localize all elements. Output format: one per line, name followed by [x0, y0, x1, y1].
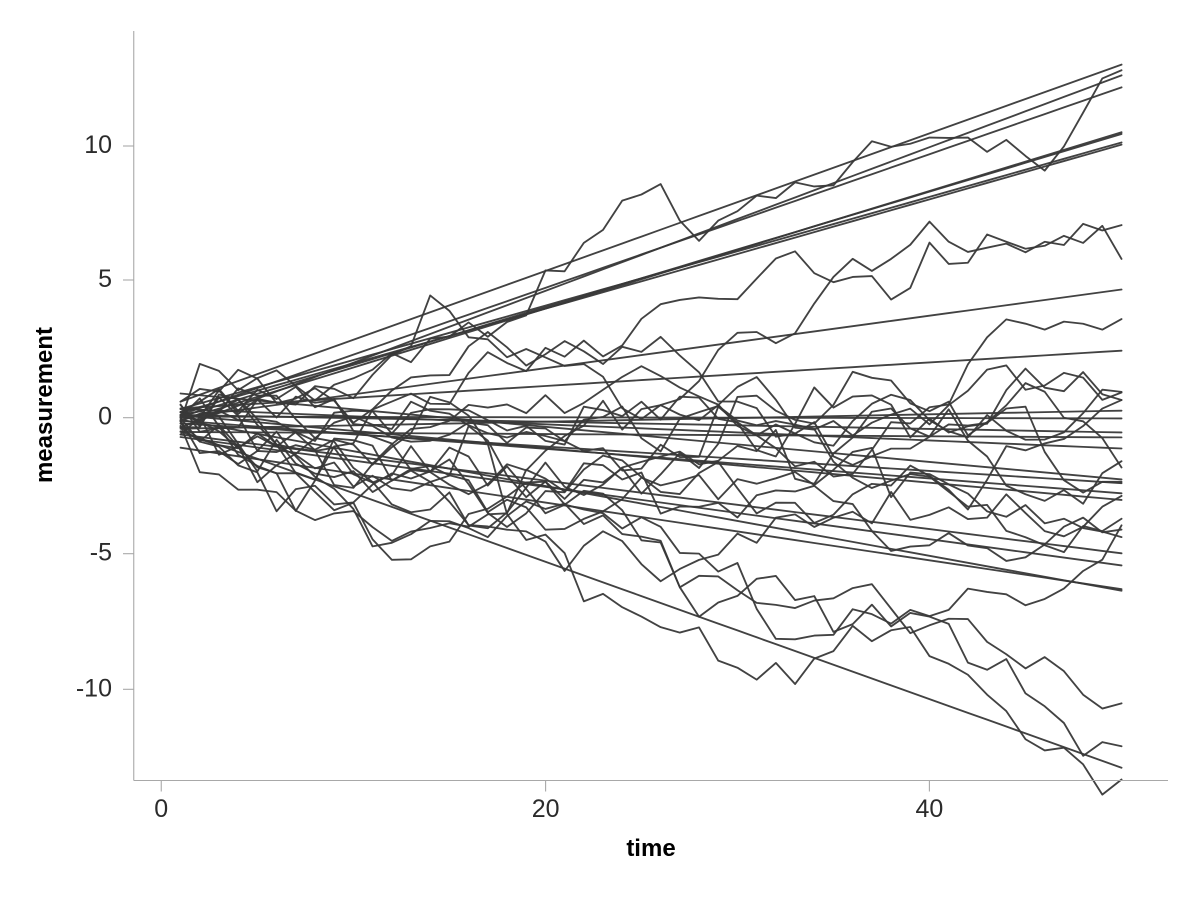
- svg-text:0: 0: [98, 403, 112, 431]
- svg-text:0: 0: [154, 795, 168, 823]
- svg-text:5: 5: [98, 265, 112, 293]
- svg-text:-10: -10: [76, 674, 112, 702]
- svg-text:-5: -5: [90, 539, 112, 567]
- svg-text:measurement: measurement: [31, 327, 58, 483]
- svg-text:20: 20: [532, 795, 560, 823]
- svg-text:time: time: [626, 835, 675, 862]
- svg-text:10: 10: [84, 131, 112, 159]
- svg-text:40: 40: [915, 795, 943, 823]
